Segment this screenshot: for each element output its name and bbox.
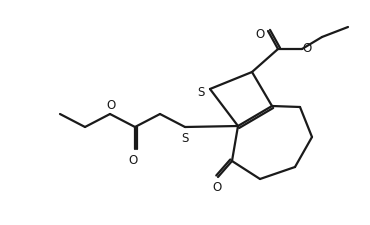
Text: O: O — [302, 41, 312, 54]
Text: S: S — [197, 86, 205, 99]
Text: O: O — [107, 99, 115, 112]
Text: O: O — [128, 153, 138, 166]
Text: O: O — [212, 181, 222, 194]
Text: O: O — [255, 27, 265, 40]
Text: S: S — [181, 131, 189, 144]
